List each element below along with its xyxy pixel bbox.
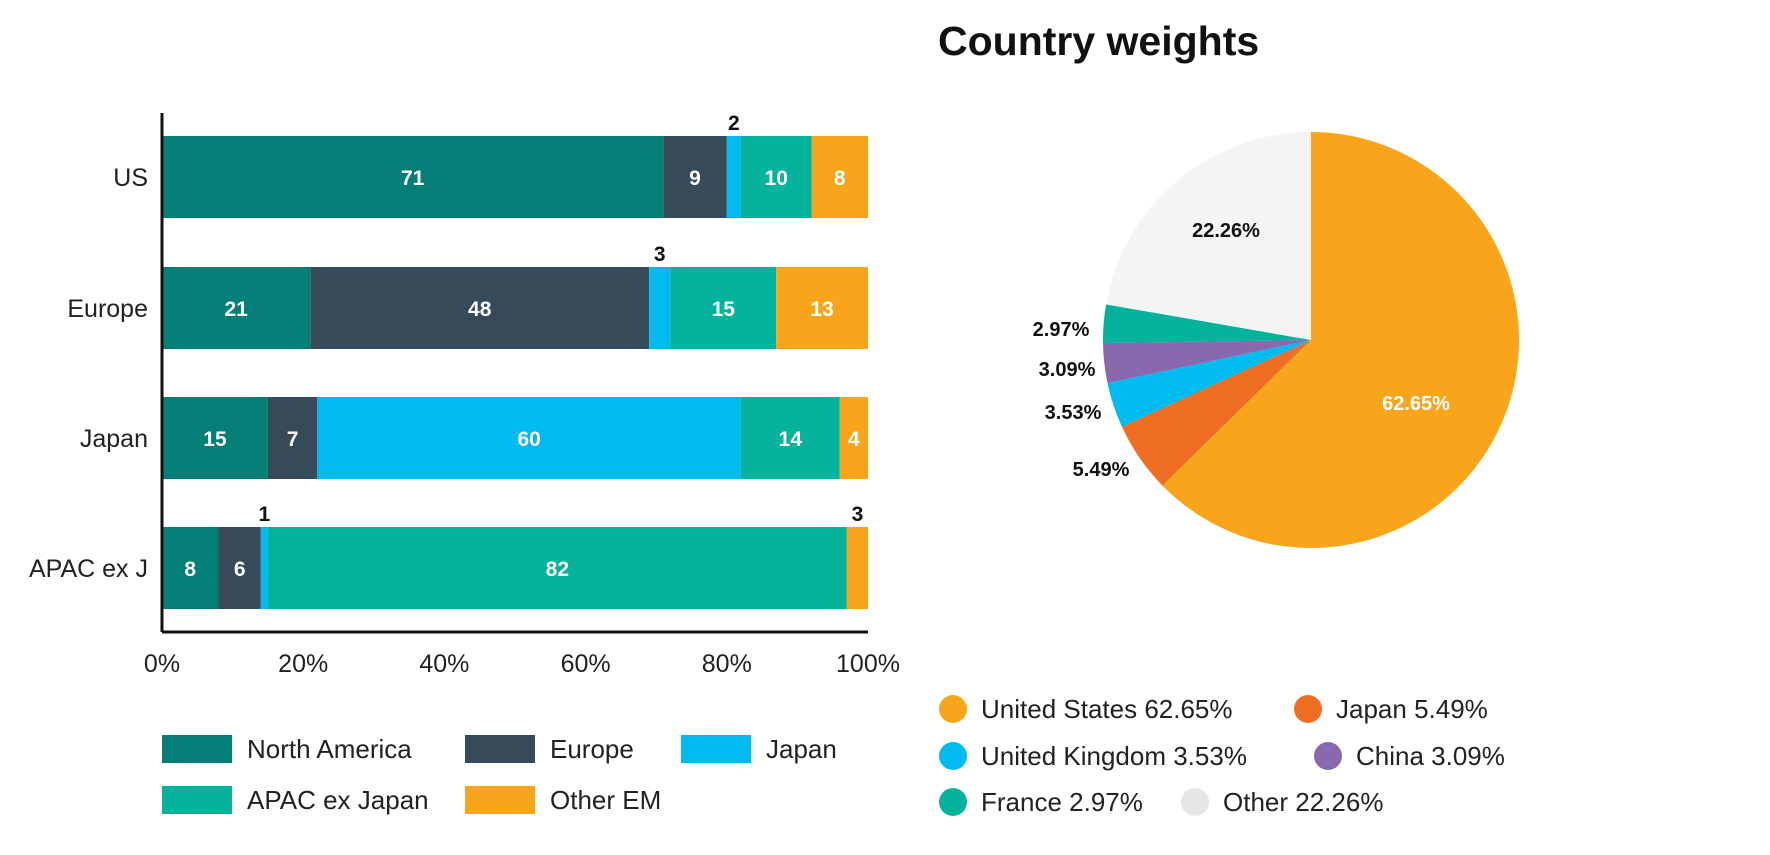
bar-value-label: 3 bbox=[852, 503, 864, 526]
x-tick-label: 20% bbox=[278, 650, 328, 678]
bar-segment bbox=[218, 527, 261, 609]
bar-segment bbox=[670, 267, 777, 349]
legend-label: Europe bbox=[550, 734, 634, 764]
pie-slice bbox=[1107, 340, 1311, 427]
bar-value-label: 15 bbox=[712, 298, 736, 321]
legend-dot-icon bbox=[939, 742, 967, 770]
pie-slice bbox=[1103, 340, 1311, 384]
legend-label: North America bbox=[247, 734, 412, 764]
bar-value-label: 13 bbox=[810, 298, 833, 321]
x-tick-label: 80% bbox=[702, 650, 752, 678]
bar-segment bbox=[811, 136, 868, 218]
pie-slice-label: 22.26% bbox=[1192, 220, 1260, 242]
pie-slice-label: 3.53% bbox=[1045, 402, 1102, 424]
bar-segment bbox=[317, 397, 741, 479]
pie-slice bbox=[1106, 132, 1311, 340]
bar-value-label: 8 bbox=[834, 167, 846, 190]
category-label: APAC ex J bbox=[29, 555, 148, 583]
pie-slice bbox=[1162, 132, 1520, 548]
x-tick-label: 60% bbox=[561, 650, 611, 678]
bar-segment bbox=[740, 136, 812, 218]
pie-slice bbox=[1103, 304, 1311, 344]
legend-label: United Kingdom 3.53% bbox=[981, 741, 1247, 771]
legend-swatch bbox=[465, 786, 535, 814]
bar-segment bbox=[649, 267, 671, 349]
bar-value-label: 3 bbox=[654, 243, 666, 266]
bar-segment bbox=[776, 267, 868, 349]
legend-dot-icon bbox=[1294, 695, 1322, 723]
legend-label: Other 22.26% bbox=[1223, 787, 1384, 817]
bar-segment bbox=[260, 527, 268, 609]
x-tick-label: 0% bbox=[144, 650, 180, 678]
legend-label: APAC ex Japan bbox=[247, 785, 429, 815]
bar-segment bbox=[310, 267, 650, 349]
category-label: US bbox=[113, 164, 148, 192]
legend-swatch bbox=[465, 735, 535, 763]
bar-value-label: 2 bbox=[728, 112, 740, 135]
bar-value-label: 8 bbox=[184, 558, 196, 581]
bar-segment bbox=[726, 136, 741, 218]
bar-value-label: 15 bbox=[203, 428, 227, 451]
legend-label: France 2.97% bbox=[981, 787, 1143, 817]
legend-swatch bbox=[681, 735, 751, 763]
bar-segment bbox=[740, 397, 840, 479]
bar-value-label: 6 bbox=[234, 558, 246, 581]
legend-label: United States 62.65% bbox=[981, 694, 1233, 724]
x-tick-label: 40% bbox=[419, 650, 469, 678]
legend-dot-icon bbox=[1314, 742, 1342, 770]
legend-swatch bbox=[162, 786, 232, 814]
category-label: Europe bbox=[67, 295, 148, 323]
x-tick-label: 100% bbox=[836, 650, 900, 678]
bar-value-label: 9 bbox=[689, 167, 701, 190]
bar-segment bbox=[846, 527, 868, 609]
category-label: Japan bbox=[80, 425, 148, 453]
legend-dot-icon bbox=[939, 695, 967, 723]
bar-value-label: 60 bbox=[517, 428, 540, 451]
bar-value-label: 1 bbox=[259, 503, 271, 526]
bar-segment bbox=[267, 527, 847, 609]
bar-segment bbox=[267, 397, 318, 479]
legend-dot-icon bbox=[1181, 788, 1209, 816]
bar-segment bbox=[162, 527, 219, 609]
pie-slice-label: 5.49% bbox=[1073, 459, 1130, 481]
bar-value-label: 82 bbox=[546, 558, 569, 581]
bar-segment bbox=[839, 397, 868, 479]
pie-slice-label: 3.09% bbox=[1039, 359, 1096, 381]
legend-label: Japan 5.49% bbox=[1336, 694, 1488, 724]
legend-label: Other EM bbox=[550, 785, 662, 815]
legend-label: Japan bbox=[766, 734, 837, 764]
bar-value-label: 4 bbox=[848, 428, 860, 451]
legend-dot-icon bbox=[939, 788, 967, 816]
bar-value-label: 21 bbox=[224, 298, 248, 321]
bar-segment bbox=[663, 136, 727, 218]
bar-segment bbox=[162, 397, 268, 479]
bar-value-label: 71 bbox=[401, 167, 425, 190]
legend-swatch bbox=[162, 735, 232, 763]
bar-segment bbox=[162, 136, 664, 218]
bar-segment bbox=[162, 267, 311, 349]
pie-title: Country weights bbox=[938, 18, 1260, 64]
bar-value-label: 10 bbox=[765, 167, 788, 190]
pie-slice-label: 62.65% bbox=[1382, 393, 1450, 415]
legend-label: China 3.09% bbox=[1356, 741, 1505, 771]
pie-slice-label: 2.97% bbox=[1033, 319, 1090, 341]
bar-value-label: 14 bbox=[779, 428, 803, 451]
bar-value-label: 7 bbox=[287, 428, 299, 451]
bar-value-label: 48 bbox=[468, 298, 492, 321]
pie-slice bbox=[1121, 340, 1311, 486]
